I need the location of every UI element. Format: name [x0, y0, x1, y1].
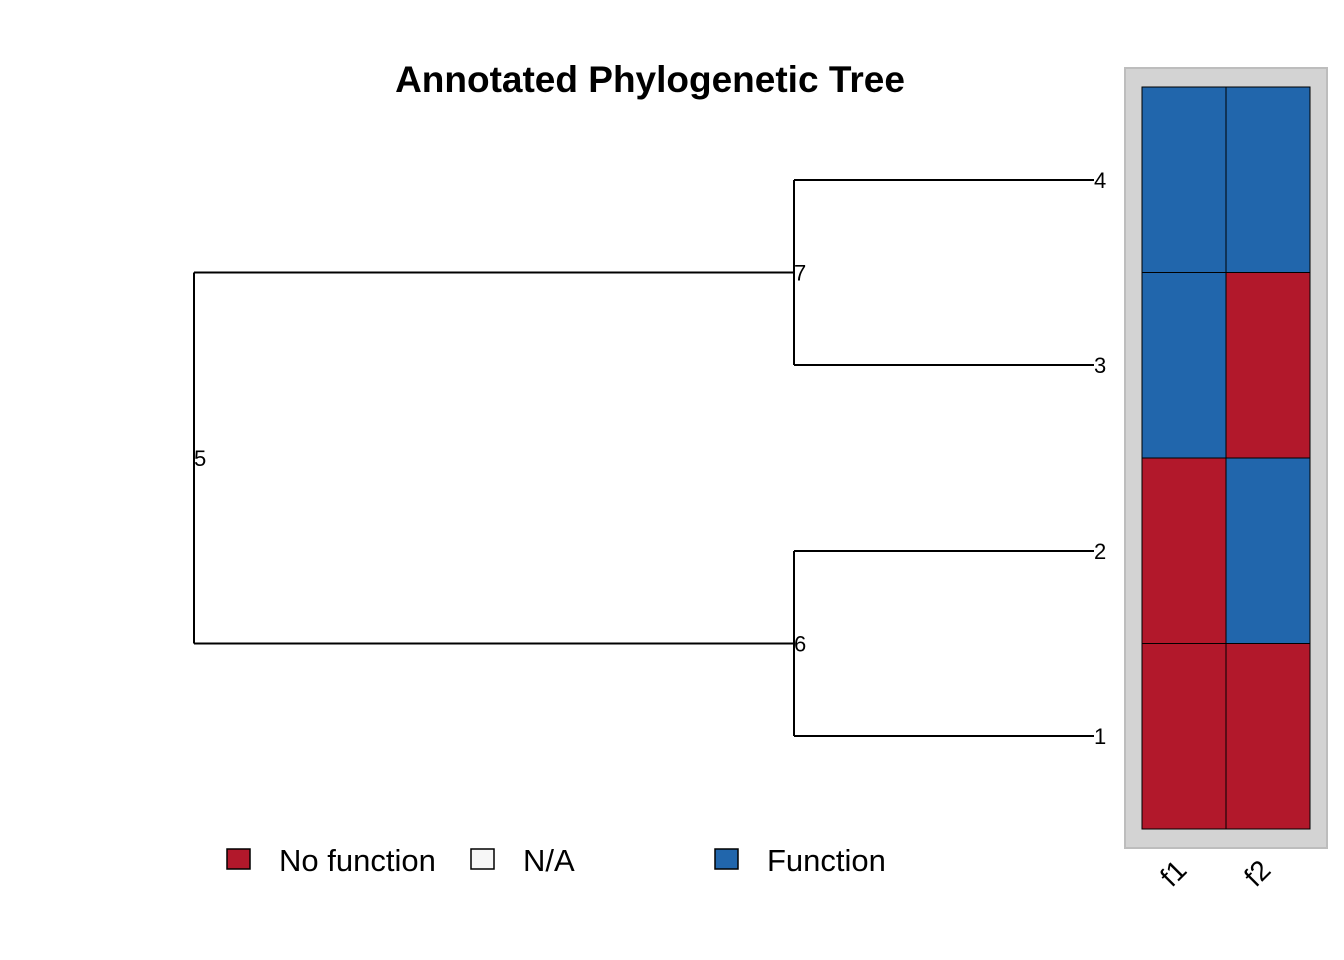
heatmap-cell-1-f1 [1141, 643, 1227, 830]
node-label-2: 2 [1094, 539, 1106, 564]
heatmap-cell-2-f1 [1141, 457, 1227, 644]
legend-label-3: Function [767, 843, 886, 878]
column-label-f2: f2 [1238, 854, 1276, 892]
heatmap-cell-4-f2 [1225, 86, 1311, 273]
node-label-6: 6 [794, 632, 806, 657]
node-label-3: 3 [1094, 353, 1106, 378]
node-label-7: 7 [794, 261, 806, 286]
column-label-f1: f1 [1154, 854, 1192, 892]
annotation-heatmap: f1 f2 [1124, 67, 1328, 893]
heatmap-cell-3-f2 [1225, 272, 1311, 459]
legend-swatch-2 [470, 848, 495, 870]
heatmap-cell-1-f2 [1225, 643, 1311, 830]
heatmap-cell-4-f1 [1141, 86, 1227, 273]
legend-label-1: No function [279, 843, 436, 878]
heatmap-cell-2-f2 [1225, 457, 1311, 644]
node-label-4: 4 [1094, 168, 1106, 193]
legend-label-2: N/A [523, 843, 575, 878]
legend-swatch-3 [714, 848, 739, 870]
node-label-5: 5 [194, 446, 206, 471]
tree-layer: 1 2 3 4 5 6 7 [193, 168, 1106, 749]
heatmap-cell-3-f1 [1141, 272, 1227, 459]
legend-swatch-1 [226, 848, 251, 870]
node-label-1: 1 [1094, 724, 1106, 749]
chart-title: Annotated Phylogenetic Tree [395, 59, 905, 100]
legend: No function N/A Function [226, 843, 886, 878]
